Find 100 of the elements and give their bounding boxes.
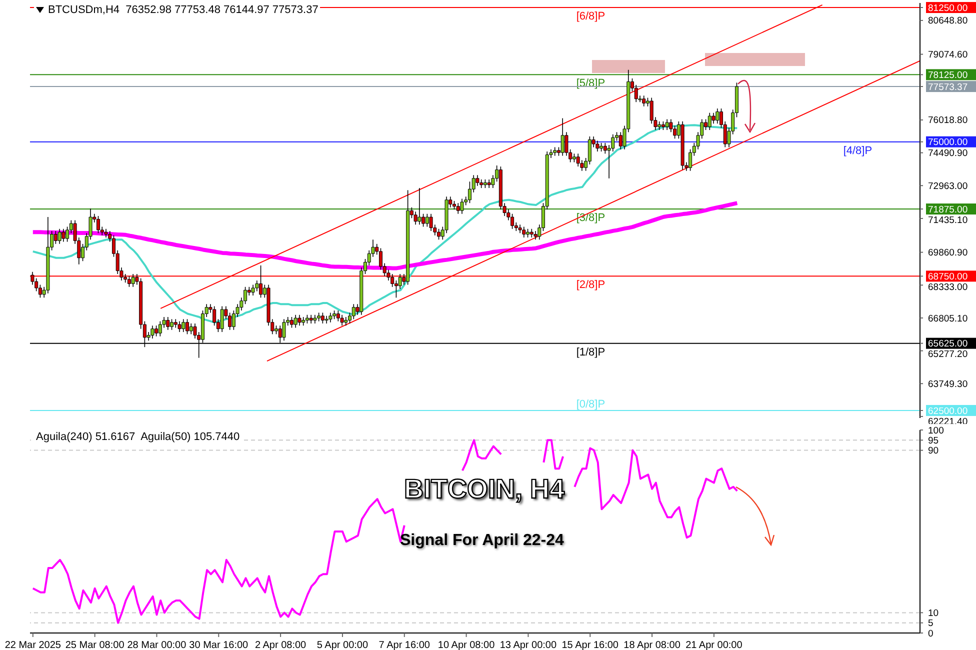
x-tick-label: 25 Mar 08:00: [65, 640, 125, 650]
y-tick-label: 81250.00: [928, 2, 968, 14]
chart-title: Aguila(240) 51.6167 Aguila(50) 105.7440: [36, 431, 240, 443]
candlestick: [394, 280, 398, 298]
candlestick: [418, 188, 422, 225]
ref-line-label: [0/8]P: [576, 398, 606, 410]
y-tick-label: 66805.10: [928, 313, 968, 324]
ref-line-label: [6/8]P: [576, 10, 606, 23]
candlestick: [38, 284, 42, 298]
candlestick: [456, 202, 460, 214]
candlestick: [716, 108, 720, 124]
y-tick-label: 71875.00: [928, 204, 968, 216]
candlestick: [220, 306, 224, 332]
candlestick: [522, 226, 526, 238]
candlestick: [642, 95, 646, 107]
candlestick: [58, 228, 62, 244]
candlestick: [294, 314, 298, 328]
candlestick: [324, 316, 328, 324]
x-tick-label: 15 Apr 16:00: [562, 640, 619, 650]
ref-line-label: [2/8]P: [576, 279, 606, 292]
candlestick: [158, 320, 162, 337]
candlestick: [437, 228, 441, 240]
ref-line-label: [3/8]P: [576, 212, 606, 224]
y-tick-label: 71435.10: [928, 214, 968, 226]
y-tick-label: 10: [928, 608, 939, 619]
y-tick-label: 5: [928, 618, 934, 630]
y-tick-label: 69860.90: [928, 248, 968, 259]
x-tick-label: 21 Apr 00:00: [686, 640, 743, 650]
candlestick: [255, 280, 259, 292]
y-tick-label: 100: [928, 425, 944, 436]
candlestick: [476, 174, 480, 186]
y-tick-label: 62500.00: [928, 406, 968, 417]
chart-title: BTCUSDm,H4 76352.98 77753.48 76144.97 77573.37: [48, 4, 318, 16]
y-tick-label: 77573.37: [928, 82, 968, 93]
candlestick: [166, 316, 170, 330]
candlestick: [212, 306, 216, 326]
annotation: Signal For April 22-24: [400, 532, 564, 550]
candlestick: [352, 304, 356, 320]
candlestick: [282, 318, 286, 342]
candlestick: [712, 112, 716, 124]
candlestick: [251, 284, 255, 296]
candlestick: [510, 213, 514, 230]
y-tick-label: 76018.80: [928, 115, 968, 126]
candlestick: [688, 148, 692, 172]
y-tick-label: 62221.40: [928, 416, 968, 428]
candlestick: [290, 316, 294, 328]
candlestick: [96, 216, 100, 234]
candlestick: [618, 132, 622, 150]
y-tick-label: 90: [928, 446, 939, 457]
candlestick: [259, 265, 263, 298]
candlestick: [54, 230, 58, 244]
ref-line-label: [4/8]P: [843, 144, 872, 157]
x-tick-label: 7 Apr 16:00: [378, 640, 430, 650]
y-tick-label: 79074.60: [928, 50, 968, 61]
candlestick: [328, 312, 332, 323]
candlestick: [154, 325, 158, 337]
candlestick: [665, 118, 669, 130]
annotation: BITCOIN, H4: [404, 474, 565, 505]
candlestick: [189, 323, 193, 335]
candlestick: [320, 312, 324, 324]
candlestick: [560, 118, 564, 156]
y-tick-label: 0: [928, 628, 934, 640]
x-tick-label: 30 Mar 16:00: [189, 640, 249, 650]
candlestick: [596, 140, 600, 152]
x-tick-label: 22 Mar 2025: [4, 640, 62, 650]
y-tick-label: 65277.20: [928, 349, 968, 360]
candlestick: [429, 213, 433, 232]
ref-line-label: [1/8]P: [576, 346, 606, 358]
candlestick: [170, 318, 174, 330]
y-tick-label: 72963.00: [928, 180, 968, 192]
candlestick: [131, 274, 135, 288]
x-tick-label: 28 Mar 00:00: [127, 640, 187, 650]
candlestick: [398, 274, 402, 290]
candlestick: [708, 112, 712, 130]
y-tick-label: 68333.00: [928, 282, 968, 293]
y-tick-label: 75000.00: [928, 137, 968, 148]
candlestick: [66, 226, 70, 242]
y-tick-label: 78125.00: [928, 70, 968, 81]
x-tick-label: 13 Apr 00:00: [500, 640, 557, 650]
x-tick-label: 18 Apr 08:00: [624, 640, 681, 650]
y-tick-label: 80648.80: [928, 16, 968, 27]
candlestick: [336, 310, 340, 322]
y-tick-label: 63749.30: [928, 378, 968, 390]
y-tick-label: 95: [928, 435, 939, 446]
candlestick: [576, 153, 580, 167]
candlestick: [390, 274, 394, 288]
y-tick-label: 74490.90: [928, 148, 968, 160]
candlestick: [150, 325, 154, 339]
candlestick: [460, 198, 464, 214]
y-tick-label: 68750.00: [928, 271, 968, 282]
candlestick: [127, 276, 131, 288]
candlestick: [182, 318, 186, 332]
x-tick-label: 10 Apr 08:00: [438, 640, 496, 650]
candlestick: [186, 318, 189, 335]
candlestick: [588, 136, 592, 165]
x-tick-label: 5 Apr 00:00: [316, 640, 368, 650]
candlestick: [340, 314, 344, 326]
x-tick-label: 2 Apr 08:00: [254, 640, 307, 650]
candlestick: [298, 314, 302, 326]
y-tick-label: 65625.00: [928, 338, 968, 350]
